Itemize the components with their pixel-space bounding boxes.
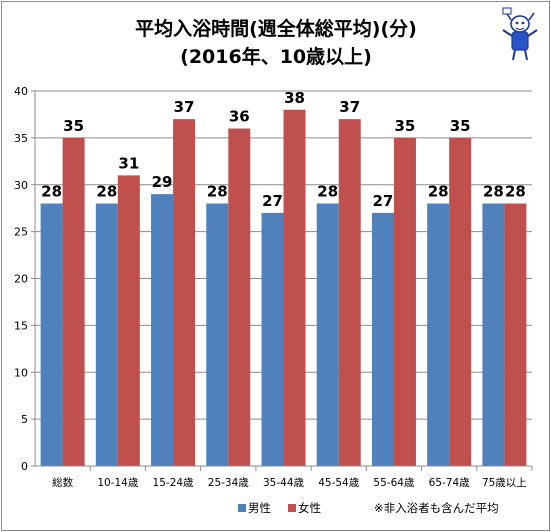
y-axis-ticks: 0 5 10 15 20 25 30 35 40 xyxy=(14,85,35,473)
y-tick-label: 15 xyxy=(14,319,28,332)
value-label: 27 xyxy=(262,192,283,210)
x-category-label: 45-54歳 xyxy=(318,477,360,489)
legend-swatch-female xyxy=(288,504,296,512)
chart-title: 平均入浴時間(週全体総平均)(分) xyxy=(135,17,417,40)
value-label: 28 xyxy=(428,183,449,201)
x-axis-categories: 総数 10-14歳 15-24歳 25-34歳 35-44歳 45-54歳 55-64歳 65… xyxy=(52,466,533,489)
bar-male xyxy=(261,212,284,466)
legend-label-male: 男性 xyxy=(248,501,271,515)
bar-male xyxy=(206,203,229,466)
value-label: 35 xyxy=(63,117,84,135)
bar-male xyxy=(482,203,505,466)
value-label: 28 xyxy=(317,183,338,201)
bar-female xyxy=(117,175,140,466)
y-tick-label: 20 xyxy=(14,273,28,286)
y-tick-label: 10 xyxy=(14,366,28,379)
value-label: 28 xyxy=(505,183,526,201)
value-label: 37 xyxy=(174,98,195,116)
bar-male xyxy=(40,203,63,466)
y-tick-label: 25 xyxy=(14,226,28,239)
bar-male xyxy=(316,203,339,466)
axes xyxy=(34,91,532,467)
chart-note: ※非入浴者も含んだ平均 xyxy=(374,501,499,515)
value-label: 27 xyxy=(373,192,394,210)
bar-male xyxy=(371,212,394,466)
value-label: 36 xyxy=(229,108,250,126)
value-label: 38 xyxy=(284,89,305,107)
x-category-label: 55-64歳 xyxy=(373,477,415,489)
x-category-label: 総数 xyxy=(52,476,73,489)
y-tick-label: 5 xyxy=(21,413,28,426)
legend-swatch-male xyxy=(238,504,246,512)
value-label: 31 xyxy=(118,154,139,172)
value-label: 35 xyxy=(395,117,416,135)
bar-female xyxy=(283,109,306,466)
bar-male xyxy=(95,203,118,466)
y-tick-label: 30 xyxy=(14,179,28,192)
bars xyxy=(40,109,527,466)
value-label: 28 xyxy=(207,183,228,201)
title-group: 平均入浴時間(週全体総平均)(分) (2016年、10歳以上) xyxy=(135,17,417,68)
value-label: 35 xyxy=(450,117,471,135)
bar-female xyxy=(62,137,85,466)
bar-female xyxy=(393,137,416,466)
value-label: 37 xyxy=(339,98,360,116)
x-category-label: 10-14歳 xyxy=(97,477,139,489)
mascot-illustration xyxy=(502,7,538,61)
bar-female xyxy=(338,119,361,466)
bar-male xyxy=(427,203,450,466)
y-tick-label: 35 xyxy=(14,132,28,145)
bar-male xyxy=(151,194,174,466)
legend: 男性 女性 xyxy=(238,501,321,515)
value-label: 28 xyxy=(483,183,504,201)
value-label: 29 xyxy=(152,173,173,191)
bar-female xyxy=(504,203,527,466)
y-tick-label: 0 xyxy=(21,460,28,473)
x-category-label: 15-24歳 xyxy=(153,477,195,489)
bar-female xyxy=(228,128,251,466)
x-category-label: 25-34歳 xyxy=(208,477,250,489)
chart-subtitle: (2016年、10歳以上) xyxy=(180,45,372,68)
x-category-label: 75歳以上 xyxy=(482,477,527,489)
x-category-label: 35-44歳 xyxy=(263,477,305,489)
value-label: 28 xyxy=(96,183,117,201)
value-label: 28 xyxy=(41,183,62,201)
bar-female xyxy=(173,119,196,466)
x-category-label: 65-74歳 xyxy=(429,477,471,489)
legend-label-female: 女性 xyxy=(298,501,321,515)
y-tick-label: 40 xyxy=(14,85,28,98)
bar-female xyxy=(449,137,472,466)
